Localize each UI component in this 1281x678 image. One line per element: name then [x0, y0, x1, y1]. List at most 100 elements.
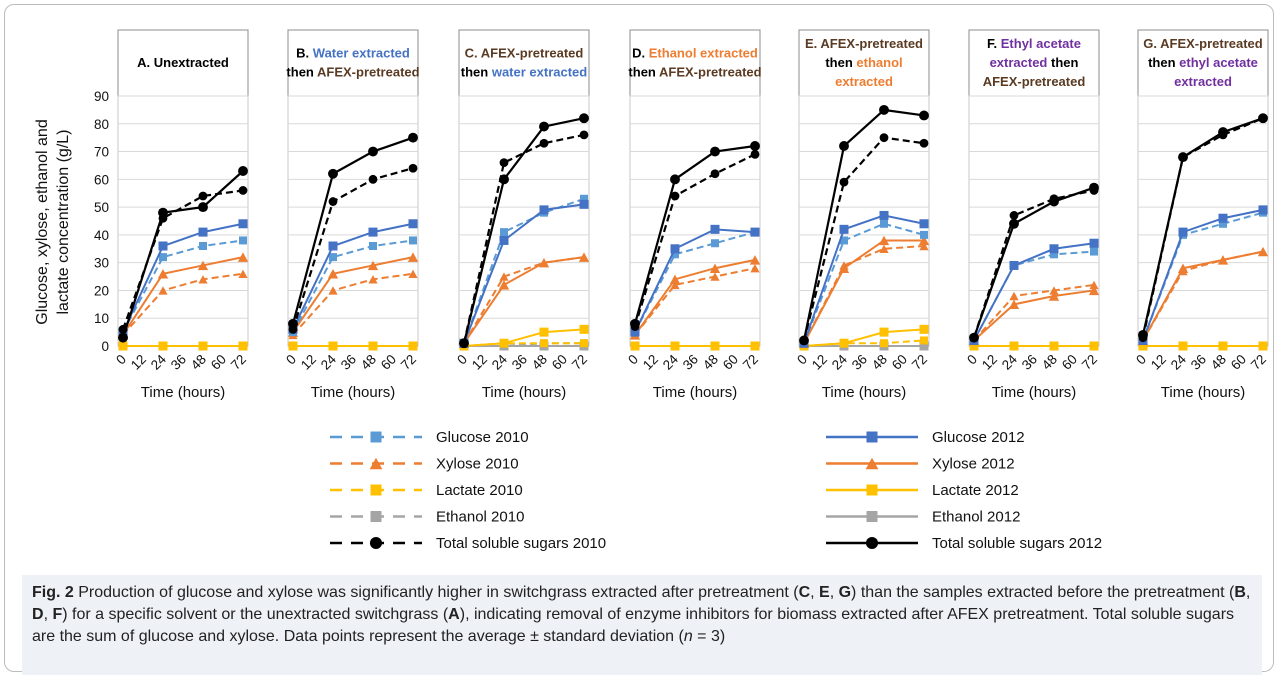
- panel-title-box: [1137, 29, 1269, 97]
- panel-title-segment: then: [628, 65, 659, 80]
- data-point-lactate-2012: [328, 341, 338, 351]
- data-point-glucose-2010: [239, 236, 247, 245]
- x-tick-label: 0: [113, 352, 129, 368]
- series-line-glucose-2012: [803, 214, 925, 344]
- data-point-xylose-2010: [670, 280, 680, 290]
- data-point-lactate-2012: [238, 341, 248, 351]
- legend-marker-glucose-2012: [866, 431, 878, 443]
- data-point-ethanol-2012: [919, 341, 929, 351]
- data-point-glucose-2012: [158, 241, 168, 251]
- data-point-total-2010: [408, 163, 418, 173]
- x-axis-label: Time (hours): [992, 384, 1076, 401]
- data-point-total-2012: [118, 332, 128, 343]
- data-point-glucose-2012: [670, 244, 680, 254]
- series-line-xylose-2010: [122, 272, 244, 336]
- data-point-total-2010: [328, 197, 338, 206]
- panel-plot-area: [968, 95, 1100, 347]
- caption-text-4: ), indicating removal of enzyme inhibito…: [32, 606, 1235, 645]
- data-point-xylose-2010: [238, 269, 248, 278]
- data-point-xylose-2010: [368, 275, 378, 284]
- x-tick-label: 72: [228, 352, 249, 373]
- data-point-total-2010: [499, 158, 509, 168]
- data-point-lactate-2012: [198, 341, 208, 351]
- data-point-total-2012: [238, 166, 248, 176]
- legend-label-lactate-2010: Lactate 2010: [436, 482, 523, 499]
- x-tick-label: 0: [1133, 352, 1149, 368]
- data-point-total-2012: [839, 141, 849, 151]
- caption-sep-4: ,: [43, 606, 53, 623]
- series-line-xylose-2010: [463, 256, 585, 344]
- series-line-xylose-2012: [1142, 250, 1264, 341]
- data-point-total-2012: [459, 338, 469, 349]
- data-point-total-2012: [710, 146, 720, 157]
- caption-n-variable: n: [683, 628, 693, 645]
- data-point-glucose-2012: [630, 327, 640, 337]
- panel-title-segment: extracted: [1174, 74, 1232, 89]
- data-point-xylose-2012: [578, 252, 590, 262]
- y-tick-label: 0: [101, 339, 109, 354]
- legend-marker-lactate-2012: [866, 484, 878, 496]
- x-axis-label: Time (hours): [653, 384, 737, 401]
- y-tick-label: 80: [94, 117, 109, 132]
- x-tick-label: 60: [889, 352, 910, 373]
- data-point-lactate-2012: [1009, 341, 1019, 351]
- panel-title-segment: ethyl acetate: [1179, 55, 1258, 70]
- caption-text-5: = 3): [692, 628, 726, 645]
- data-point-xylose-2010: [198, 275, 208, 284]
- data-point-total-2012: [1178, 152, 1188, 163]
- x-tick-label: 12: [979, 352, 1000, 373]
- data-point-total-2012: [1089, 182, 1099, 193]
- caption-bold-a: A: [448, 606, 460, 623]
- series-line-glucose-2012: [973, 242, 1095, 341]
- x-tick-label: 60: [208, 352, 229, 373]
- panel-title-segment: extracted: [835, 74, 893, 89]
- data-point-total-2012: [1009, 218, 1019, 229]
- series-line-glucose-2010: [292, 239, 414, 333]
- series-line-xylose-2012: [122, 256, 244, 336]
- caption-sep-3: ,: [1245, 584, 1251, 601]
- x-axis-label: Time (hours): [1161, 384, 1245, 401]
- data-point-total-2012: [1258, 113, 1268, 124]
- data-point-total-2010: [1009, 211, 1019, 220]
- panel-title-line: then AFEX-pretreated: [286, 65, 419, 80]
- x-tick-label: 48: [358, 352, 379, 373]
- data-point-lactate-2012: [750, 341, 760, 351]
- panel-title-segment: A. Unextracted: [137, 55, 229, 70]
- data-point-lactate-2012: [118, 341, 128, 351]
- panel-title-box: [798, 29, 930, 97]
- data-point-glucose-2010: [199, 242, 207, 250]
- y-tick-label: 90: [94, 89, 109, 104]
- legend-marker-lactate-2010: [370, 484, 382, 496]
- legend: Glucose 2010 Xylose 2010 Lactate 2010 Ethan…: [330, 429, 1102, 552]
- series-line-glucose-2012: [634, 228, 756, 333]
- data-point-lactate-2010: [920, 336, 928, 345]
- data-point-xylose-2012: [709, 263, 721, 273]
- panel-title-segment: then: [1148, 55, 1179, 70]
- panel-title-segment: ethanol: [856, 55, 902, 70]
- data-point-glucose-2012: [1009, 260, 1019, 270]
- x-tick-label: 12: [1148, 352, 1169, 373]
- data-point-glucose-2012: [839, 224, 849, 234]
- series-line-total-2012: [633, 144, 756, 325]
- series-line-total-2010: [802, 136, 925, 341]
- series-line-xylose-2012: [973, 289, 1095, 342]
- series-line-xylose-2010: [292, 272, 414, 336]
- data-point-glucose-2012: [1258, 205, 1268, 215]
- y-tick-label: 50: [94, 200, 109, 215]
- x-tick-label: 48: [529, 352, 550, 373]
- data-point-glucose-2012: [1218, 213, 1228, 223]
- panel-c: C. AFEX-pretreated then water extracted 01…: [454, 29, 590, 401]
- data-point-lactate-2012: [919, 324, 929, 334]
- x-tick-label: 24: [489, 351, 511, 373]
- x-tick-label: 24: [660, 351, 682, 373]
- data-point-xylose-2010: [408, 269, 418, 278]
- panel-title-segment: Water extracted: [313, 46, 410, 61]
- data-point-lactate-2012: [1049, 341, 1059, 351]
- data-point-total-2012: [799, 335, 809, 346]
- data-point-glucose-2012: [328, 241, 338, 251]
- legend-marker-xylose-2010: [369, 457, 383, 470]
- panel-title-segment: Ethyl acetate: [1001, 36, 1081, 51]
- data-point-total-2012: [158, 207, 168, 218]
- legend-marker-total-2010: [369, 536, 383, 550]
- data-point-lactate-2012: [579, 324, 589, 334]
